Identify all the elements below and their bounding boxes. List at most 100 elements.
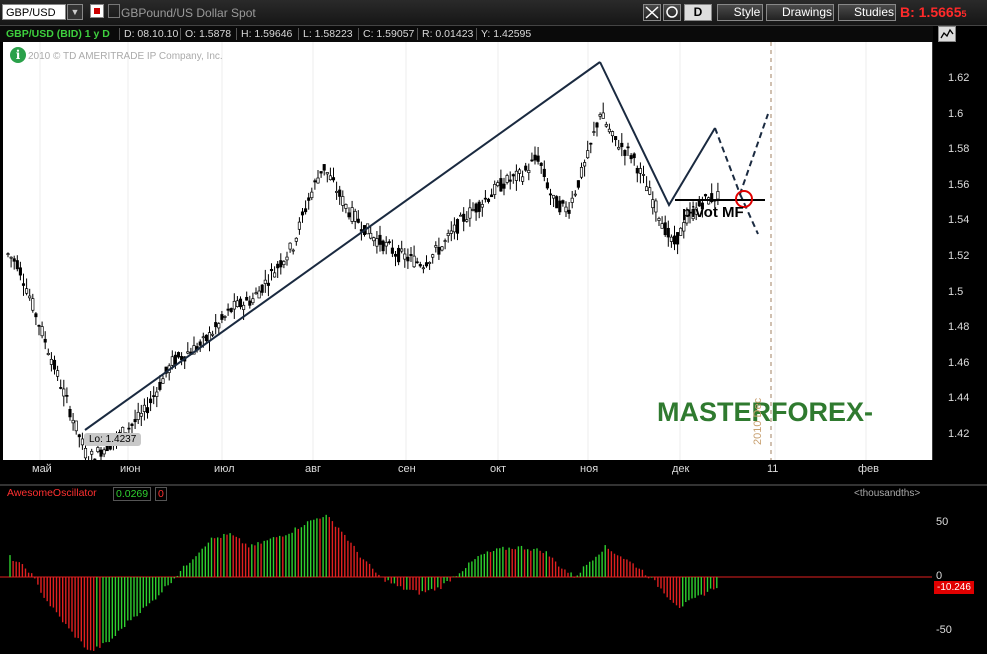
candle-body: [77, 434, 81, 438]
candle-body: [375, 238, 379, 247]
chart-settings-icon[interactable]: [938, 26, 956, 42]
candle-body: [291, 249, 295, 252]
candle-body: [530, 159, 534, 162]
oscillator-tick-label: 50: [936, 516, 949, 528]
price-chart[interactable]: [3, 42, 932, 460]
candle-body: [672, 235, 677, 245]
info-range: R: 0.01423: [417, 28, 473, 40]
symbol-input[interactable]: GBP/USD: [2, 4, 66, 20]
candle-body: [514, 170, 518, 181]
candle-body: [217, 323, 221, 329]
candle-body: [455, 219, 460, 234]
candle-body: [226, 308, 230, 311]
oscillator-value: 0.0269: [113, 487, 152, 501]
year-marker: 2010 Dec: [752, 397, 764, 445]
info-open: O: 1.5878: [180, 28, 231, 40]
candle-body: [49, 358, 53, 365]
candle-body: [533, 154, 537, 161]
projection-down: [739, 193, 759, 235]
price-tick-label: 1.62: [948, 72, 970, 84]
time-tick-label: май: [32, 463, 52, 475]
chart-symbol: GBP/USD (BID) 1 y D: [6, 28, 110, 40]
bid-price-value: B: 1.5665: [900, 4, 962, 20]
candle-body: [682, 222, 686, 232]
candle-body: [511, 174, 515, 177]
candle-body: [186, 351, 190, 354]
candle-body: [539, 162, 543, 166]
link-icon[interactable]: [663, 4, 681, 21]
candle-body: [214, 322, 218, 328]
candle-body: [555, 196, 559, 209]
candle-body: [517, 169, 522, 174]
candle-body: [74, 420, 78, 432]
candle-body: [623, 150, 627, 156]
candle-body: [266, 282, 270, 286]
candle-body: [331, 177, 336, 181]
candle-body: [437, 247, 441, 255]
oscillator-chart[interactable]: [0, 486, 932, 654]
candle-body: [462, 213, 466, 222]
candle-body: [192, 345, 196, 355]
candle-body: [304, 208, 308, 213]
candle-body: [452, 224, 456, 233]
candle-body: [356, 218, 360, 223]
drawings-button[interactable]: Drawings: [766, 4, 834, 21]
info-high: H: 1.59646: [236, 28, 292, 40]
candle-body: [449, 230, 453, 234]
studies-button[interactable]: Studies: [838, 4, 896, 21]
candle-body: [211, 333, 215, 336]
price-tick-label: 1.42: [948, 428, 970, 440]
bid-price-fraction: 5: [961, 9, 967, 19]
candle-body: [660, 223, 664, 229]
candle-body: [149, 398, 153, 404]
style-button[interactable]: Style: [717, 4, 763, 21]
candle-body: [527, 170, 531, 173]
candle-body: [130, 423, 134, 426]
candle-body: [620, 142, 624, 148]
candle-body: [201, 336, 205, 339]
candle-body: [409, 254, 413, 256]
candle-body: [34, 313, 38, 318]
candle-body: [390, 247, 394, 254]
candle-body: [338, 189, 342, 197]
price-tick-label: 1.46: [948, 357, 970, 369]
candle-body: [440, 246, 444, 251]
candle-body: [545, 182, 549, 189]
oscillator-tick-label: 0: [936, 570, 943, 582]
aggregation-button[interactable]: D: [684, 4, 712, 21]
time-tick-label: ноя: [580, 463, 599, 475]
link-checkbox[interactable]: [90, 4, 104, 18]
candle-body: [242, 304, 246, 310]
candle-body: [502, 183, 506, 189]
price-tick-label: 1.6: [948, 108, 964, 120]
candle-body: [691, 209, 695, 220]
candle-body: [276, 263, 280, 269]
candle-body: [567, 209, 571, 214]
candle-body: [37, 324, 41, 327]
info-icon[interactable]: i: [10, 47, 26, 63]
candle-body: [99, 449, 103, 457]
candle-body: [579, 167, 584, 178]
candle-body: [397, 247, 401, 263]
candle-body: [474, 203, 478, 213]
candle-body: [285, 256, 289, 261]
candle-body: [406, 256, 410, 262]
candle-body: [381, 240, 385, 252]
candle-body: [263, 279, 267, 284]
candle-body: [471, 209, 475, 211]
symbol-dropdown-icon[interactable]: ▼: [67, 4, 83, 20]
candle-body: [335, 190, 339, 193]
candle-body: [604, 124, 608, 127]
candle-body: [558, 200, 562, 213]
candle-body: [412, 255, 416, 268]
candle-body: [198, 341, 202, 346]
crosshair-icon[interactable]: [643, 4, 661, 21]
candle-body: [83, 447, 88, 459]
candle-body: [548, 193, 553, 196]
candle-body: [56, 370, 60, 377]
candle-body: [651, 199, 655, 209]
trend-line: [84, 61, 601, 431]
candle-body: [573, 193, 577, 196]
candle-body: [31, 298, 35, 311]
oscillator-name[interactable]: AwesomeOscillator: [7, 487, 97, 499]
